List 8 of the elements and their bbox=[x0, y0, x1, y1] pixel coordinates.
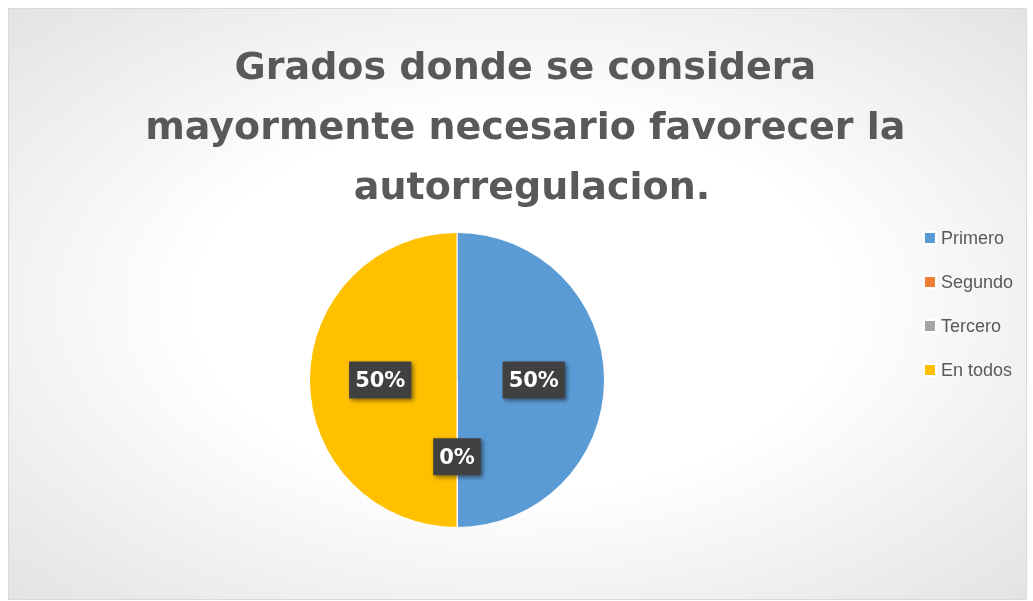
data-label: 50% bbox=[355, 368, 406, 392]
legend-label: En todos bbox=[940, 360, 1012, 380]
legend-label: Primero bbox=[940, 228, 1004, 248]
data-label: 50% bbox=[508, 368, 559, 392]
legend-label: Segundo bbox=[940, 272, 1014, 292]
chart-title: Grados donde se considera mayormente necesario favorecer la autorregulacion. bbox=[145, 44, 919, 208]
text: 0% bbox=[439, 444, 475, 469]
legend-label: Tercero bbox=[940, 316, 1001, 336]
